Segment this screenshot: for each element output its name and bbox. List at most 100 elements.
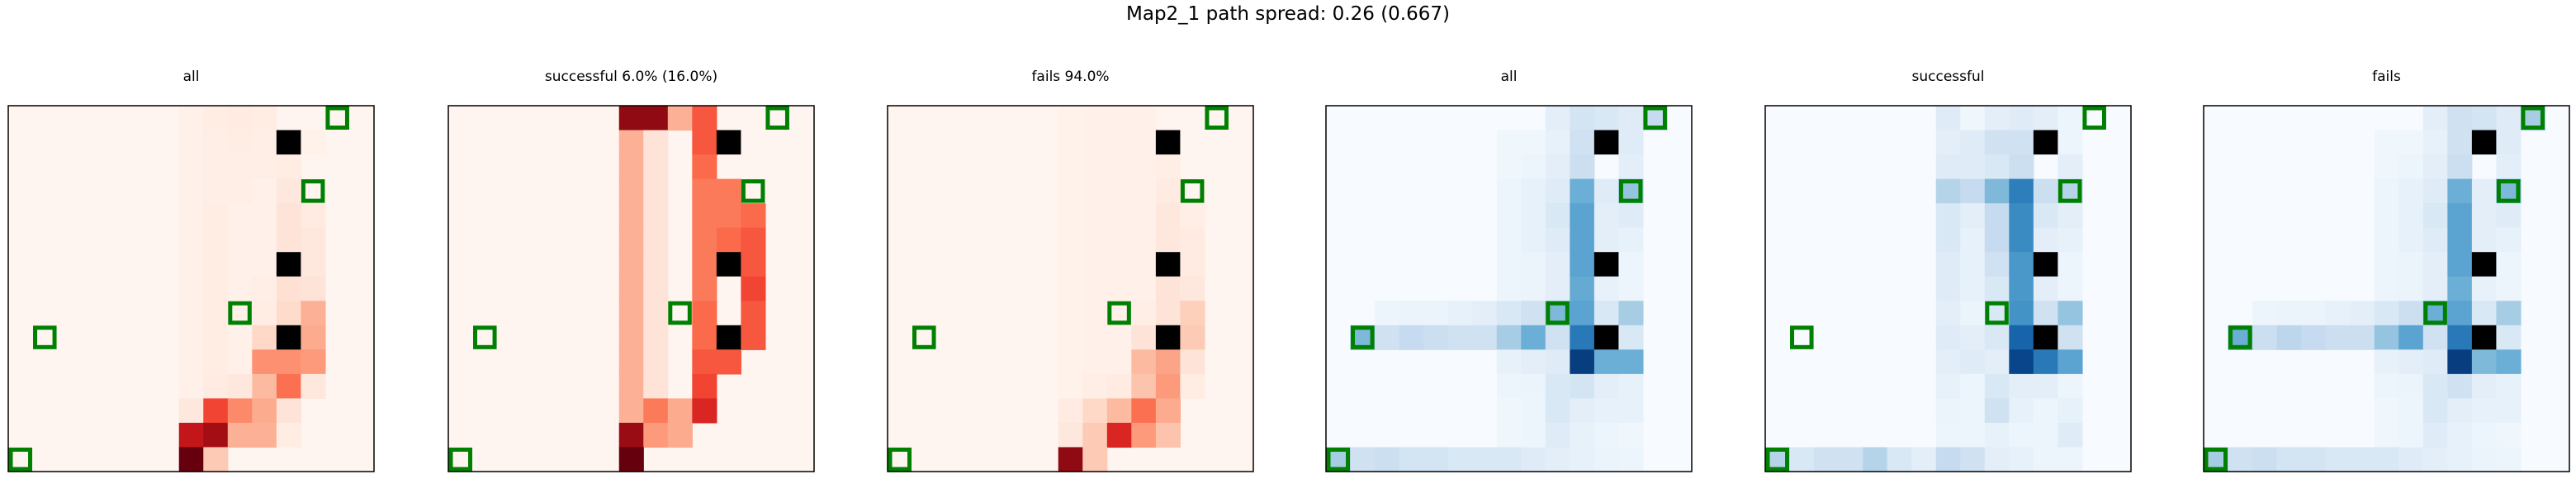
- heatmap-cell: [1935, 227, 1961, 253]
- heatmap-cell: [2447, 178, 2473, 204]
- heatmap-cell: [203, 203, 229, 229]
- heatmap-cell: [203, 154, 229, 180]
- heatmap-cell: [178, 106, 204, 131]
- heatmap-cell: [1545, 373, 1570, 399]
- heatmap-cell: [1618, 227, 1644, 253]
- heatmap-cell: [1521, 325, 1546, 350]
- heatmap-cell: [1570, 252, 1595, 277]
- heatmap-cell: [1472, 325, 1498, 350]
- heatmap-cell: [178, 422, 204, 448]
- heatmap-cell: [1593, 276, 1619, 301]
- goal-marker: [668, 301, 692, 325]
- heatmap-cell: [1058, 154, 1083, 180]
- heatmap-cell: [2471, 349, 2497, 375]
- heatmap-cell: [227, 227, 253, 253]
- heatmap-cell: [1180, 301, 1205, 326]
- heatmap-cell: [2447, 325, 2473, 350]
- heatmap-cell: [2471, 301, 2497, 326]
- heatmap-cell: [1155, 349, 1181, 375]
- heatmap-cell: [1423, 325, 1449, 350]
- heatmap-cell: [618, 301, 644, 326]
- heatmap-cell: [1570, 325, 1595, 350]
- heatmap-cell: [1593, 203, 1619, 229]
- heatmap-cell: [276, 349, 301, 375]
- heatmap-cell: [227, 130, 253, 155]
- heatmap-cell: [1984, 106, 2010, 131]
- heatmap-cell: [2009, 227, 2034, 253]
- heatmap-cell: [1447, 325, 1473, 350]
- heatmap-cell: [2374, 276, 2399, 301]
- heatmap-cell: [1496, 203, 1522, 229]
- heatmap-cell: [1447, 447, 1473, 472]
- goal-marker: [33, 325, 57, 349]
- goal-marker: [2228, 325, 2252, 349]
- axes-frame: [2203, 105, 2570, 472]
- heatmap-cell: [1984, 130, 2010, 155]
- heatmap-cell: [1960, 130, 1986, 155]
- goal-marker: [2204, 447, 2228, 472]
- heatmap-cell: [227, 276, 253, 301]
- heatmap-cell: [252, 106, 277, 131]
- heatmap-cell: [1180, 203, 1205, 229]
- obstacle-cell: [1155, 325, 1181, 350]
- heatmap-cell: [1570, 106, 1595, 131]
- obstacle-cell: [1155, 252, 1181, 277]
- heatmap-cell: [227, 178, 253, 204]
- heatmap-cell: [1545, 398, 1570, 424]
- heatmap-cell: [1496, 252, 1522, 277]
- heatmap-cell: [1545, 154, 1570, 180]
- panel-title: all: [183, 69, 200, 85]
- heatmap-cell: [1423, 447, 1449, 472]
- obstacle-cell: [716, 325, 741, 350]
- heatmap-cell: [301, 325, 326, 350]
- axes-frame: [1764, 105, 2132, 472]
- heatmap-cell: [276, 227, 301, 253]
- heatmap-cell: [2009, 178, 2034, 204]
- heatmap-cell: [1570, 227, 1595, 253]
- heatmap-cell: [692, 154, 717, 180]
- heatmap-cell: [2033, 373, 2058, 399]
- heatmap-cell: [1593, 349, 1619, 375]
- heatmap-cell: [2471, 276, 2497, 301]
- heatmap-cell: [2374, 325, 2399, 350]
- heatmap-cell: [2301, 325, 2327, 350]
- heatmap-cell: [1082, 301, 1108, 326]
- heatmap-cell: [1984, 227, 2010, 253]
- heatmap-cell: [2398, 178, 2424, 204]
- heatmap-cell: [1521, 178, 1546, 204]
- heatmap-cell: [2009, 276, 2034, 301]
- heatmap-cell: [1496, 276, 1522, 301]
- heatmap-cell: [301, 276, 326, 301]
- heatmap-cell: [692, 252, 717, 277]
- heatmap-cell: [643, 276, 669, 301]
- heatmap-cell: [252, 373, 277, 399]
- heatmap-cell: [1593, 227, 1619, 253]
- heatmap-cell: [2422, 130, 2448, 155]
- heatmap-cell: [301, 227, 326, 253]
- heatmap-cell: [1984, 252, 2010, 277]
- goal-marker: [2423, 301, 2447, 325]
- axes-frame: [1325, 105, 1693, 472]
- heatmap-panel: successful 6.0% (16.0%): [447, 69, 815, 472]
- heatmap-cell: [178, 252, 204, 277]
- heatmap-cell: [1155, 178, 1181, 204]
- heatmap-cell: [2447, 349, 2473, 375]
- heatmap-cell: [178, 178, 204, 204]
- obstacle-cell: [716, 252, 741, 277]
- obstacle-cell: [1593, 252, 1619, 277]
- heatmap-cell: [618, 349, 644, 375]
- heatmap-cell: [1618, 276, 1644, 301]
- heatmap-cell: [1131, 178, 1157, 204]
- goal-marker: [1790, 325, 1814, 349]
- heatmap-cell: [2422, 203, 2448, 229]
- panel-title: fails 94.0%: [1031, 69, 1109, 85]
- heatmap-cell: [2374, 154, 2399, 180]
- heatmap-cell: [203, 178, 229, 204]
- obstacle-cell: [2471, 325, 2497, 350]
- heatmap-panel: all: [7, 69, 375, 472]
- heatmap-cell: [252, 301, 277, 326]
- heatmap-cell: [1082, 130, 1108, 155]
- heatmap-cell: [1131, 301, 1157, 326]
- goal-marker: [741, 179, 765, 203]
- heatmap-cell: [1570, 154, 1595, 180]
